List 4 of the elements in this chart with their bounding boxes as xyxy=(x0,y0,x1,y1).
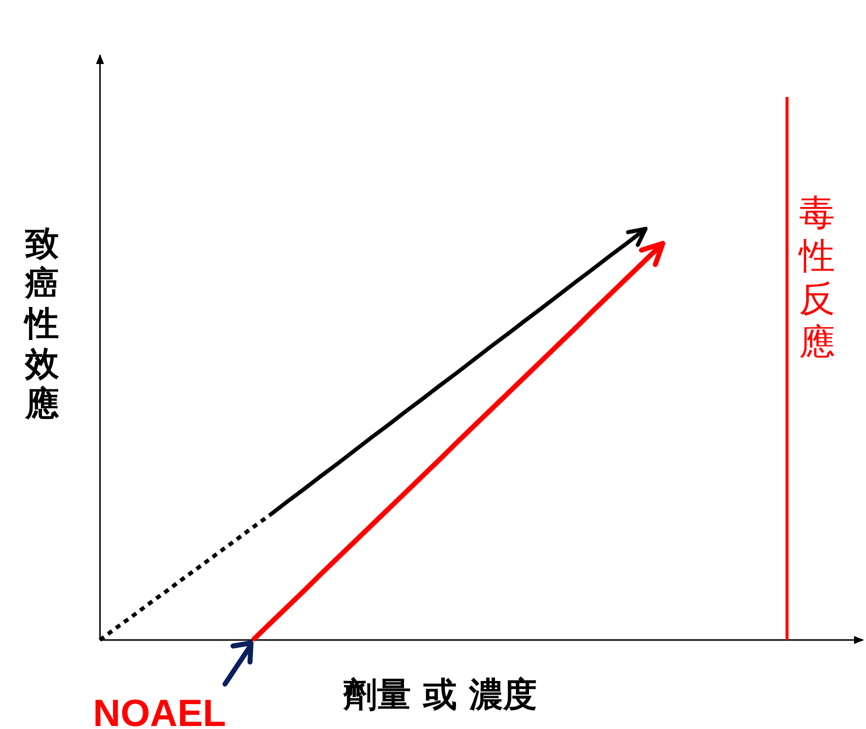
y-axis-title: 致癌性效應 xyxy=(23,224,60,424)
x-axis-title: 劑量 或 濃度 xyxy=(342,675,537,715)
text: 毒性反應 xyxy=(799,193,836,363)
text: NOAEL xyxy=(93,693,226,729)
